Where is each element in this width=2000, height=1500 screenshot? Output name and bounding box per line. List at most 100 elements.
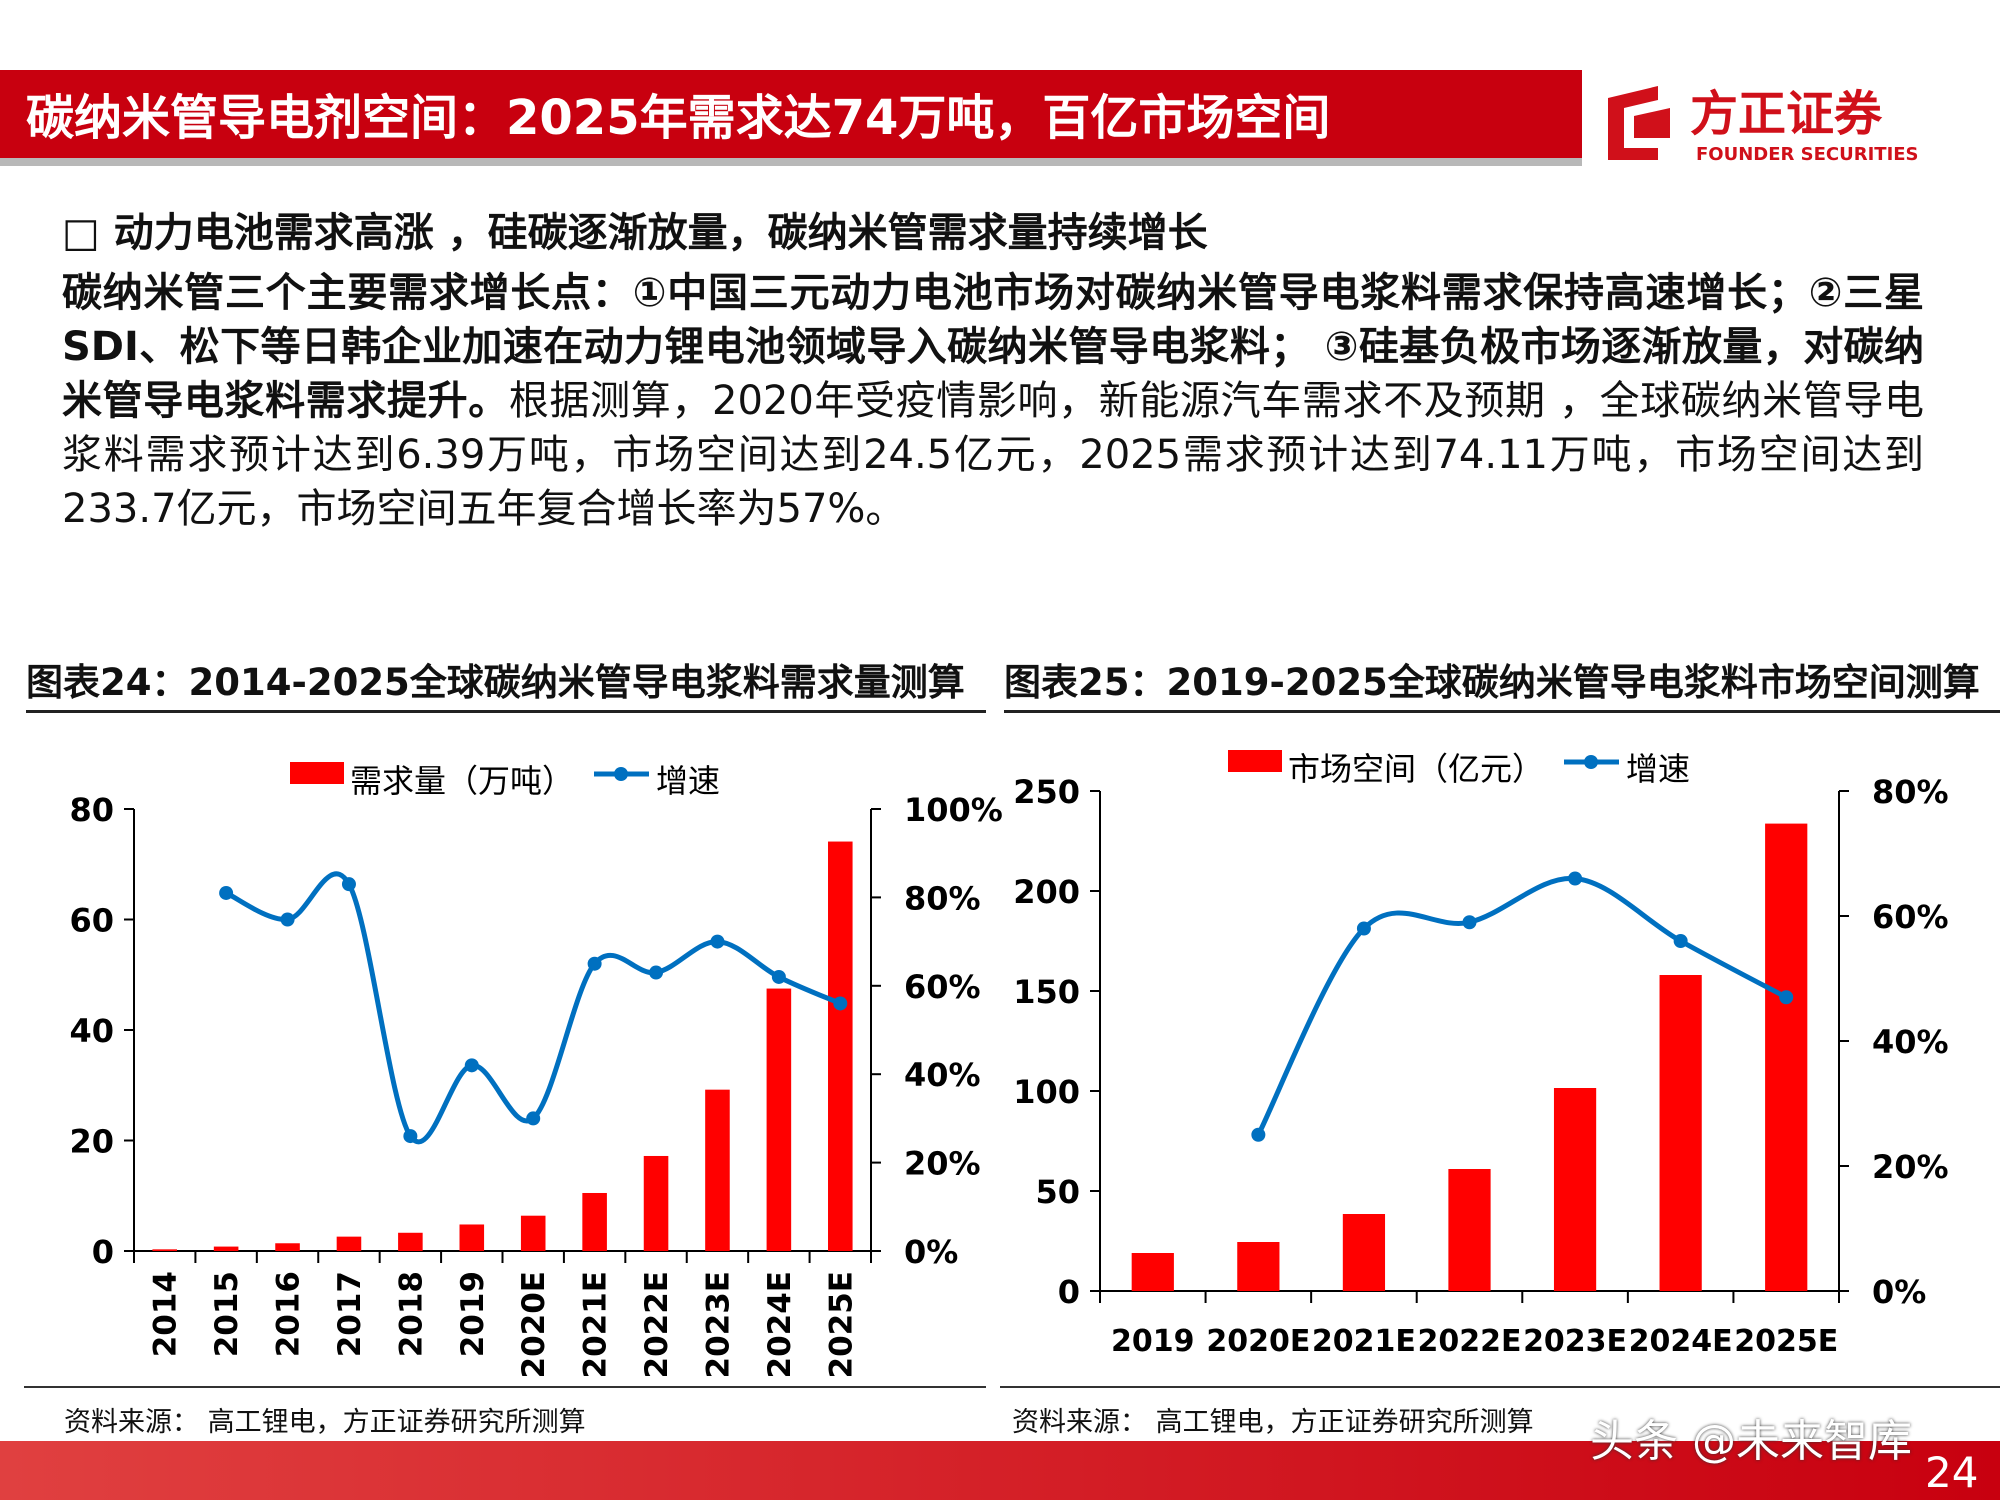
chart24-growth-point [771,969,786,984]
chart24-growth-point [526,1111,541,1126]
chart24-left-tick-label: 40 [69,1012,114,1050]
chart24-bar [766,988,792,1251]
chart25-legend-bar-swatch [1228,750,1282,772]
chart25-legend-bar-label: 市场空间（亿元） [1288,750,1544,788]
chart25-x-label: 2022E [1418,1324,1522,1359]
chart24-x-label: 2019 [455,1271,491,1357]
chart25-right-tick-label: 0% [1872,1273,1926,1311]
page-number: 24 [1925,1448,1979,1497]
chart25-growth-line [1256,875,1788,1136]
chart25-source: 资料来源： 高工锂电，方正证券研究所测算 [1012,1407,1534,1438]
watermark: 头条 @未来智库 [1590,1416,1912,1467]
chart25-bar [1131,1253,1174,1291]
paragraph-normal: 根据测算，2020年受疫情影响，新能源汽车需求不及预期 ，全球碳纳米管导电浆料需… [62,378,1924,532]
chart24-left-tick-label: 60 [69,902,114,940]
chart24-right-tick-label: 40% [904,1056,981,1094]
chart24-growth-line [225,871,842,1145]
chart25-separator [1000,1386,2000,1388]
chart25-growth-point [1251,1127,1266,1142]
chart25-bar [1659,975,1702,1291]
chart25-left-tick-label: 200 [1013,873,1080,911]
chart24-x-label: 2024E [762,1271,798,1378]
chart25-bar [1765,823,1808,1291]
chart24-right-tick-label: 60% [904,968,981,1006]
chart24-growth-point [833,996,848,1011]
chart24-x-label: 2022E [639,1271,675,1378]
chart25-x-label: 2025E [1734,1324,1838,1359]
chart25-x-label: 2021E [1312,1324,1416,1359]
chart25-right-tick-label: 60% [1872,898,1949,936]
chart25-growth-point [1779,990,1794,1005]
chart24-bar [398,1232,423,1251]
header-divider [0,158,1582,166]
chart24-x-label: 2016 [271,1271,307,1357]
chart24-right-tick-label: 100% [904,791,1003,829]
chart24-right-tick-label: 20% [904,1145,981,1183]
chart25-right-tick-label: 20% [1872,1148,1949,1186]
chart24-growth-point [464,1058,479,1073]
chart24-bar [828,841,853,1251]
chart24-bar [643,1155,669,1251]
chart25-legend-line-label: 增速 [1626,750,1690,788]
chart24-title: 图表24：2014-2025全球碳纳米管导电浆料需求量测算 [26,652,986,713]
chart24-x-label: 2018 [393,1271,429,1357]
chart24-legend-line-label: 增速 [656,762,720,800]
chart24-right-tick-label: 80% [904,879,981,917]
chart24-growth-point [341,877,356,892]
chart25-legend-line-marker [1584,755,1598,769]
chart24-legend-line-marker [614,767,628,781]
page-title: 碳纳米管导电剂空间：2025年需求达74万吨，百亿市场空间 [26,90,1331,146]
chart24-bar [336,1236,362,1251]
chart25-x-label: 2020E [1206,1324,1310,1359]
chart24-growth-point [280,912,295,927]
chart25-bar [1237,1242,1280,1291]
chart24-x-label: 2015 [209,1271,245,1357]
chart24-legend-bar-swatch [290,762,344,784]
chart24-growth-point [219,885,234,900]
chart25-left-tick-label: 100 [1013,1073,1080,1111]
header-band [0,70,1582,160]
chart25-growth-point [1673,934,1688,948]
chart25-left-tick-label: 50 [1035,1173,1080,1211]
footer-band [0,1441,2000,1500]
bullet-heading: □ 动力电池需求高涨 ，硅碳逐渐放量，碳纳米管需求量持续增长 [62,210,1208,256]
chart25-right-tick-label: 40% [1872,1023,1949,1061]
chart25-bar [1448,1169,1491,1291]
chart25-bar [1553,1088,1597,1291]
chart25-bar [1342,1214,1386,1291]
chart24-growth-point [649,965,664,980]
chart25-x-label: 2019 [1111,1324,1195,1359]
chart24-left-tick-label: 0 [92,1233,114,1271]
body-paragraph: 碳纳米管三个主要需求增长点：①中国三元动力电池市场对碳纳米管导电浆料需求保持高速… [62,266,1924,536]
chart25-growth-point [1568,871,1583,886]
chart24-separator [24,1386,986,1388]
chart24-growth-point [710,934,725,949]
chart24-growth-point [587,956,602,971]
chart24-x-label: 2020E [516,1271,552,1378]
chart24-bar [152,1249,177,1251]
chart24-x-label: 2021E [578,1271,614,1378]
chart24-x-label: 2017 [332,1271,368,1357]
chart24-bar [459,1224,485,1251]
chart24-source: 资料来源： 高工锂电，方正证券研究所测算 [64,1407,586,1438]
chart25-title: 图表25：2019-2025全球碳纳米管导电浆料市场空间测算 [1004,652,2000,713]
chart24-legend-bar-label: 需求量（万吨） [350,762,574,800]
chart24-bar [275,1243,300,1251]
chart24-left-tick-label: 20 [69,1123,114,1161]
paragraph-bold: 碳纳米管三个主要需求增长点：①中国三元动力电池市场对碳纳米管导电浆料需求保持高速… [62,270,1924,424]
chart25-left-tick-label: 250 [1013,773,1080,811]
chart24-growth-point [403,1129,418,1144]
chart24-x-label: 2023E [700,1271,736,1378]
chart24-bar [705,1089,730,1251]
chart24-left-tick-label: 80 [69,791,114,829]
chart24-bar [213,1246,239,1251]
chart24-x-label: 2025E [823,1271,859,1378]
chart25-x-label: 2023E [1523,1324,1627,1359]
chart24-bar [582,1192,607,1251]
chart25-left-tick-label: 150 [1013,973,1080,1011]
chart24-x-label: 2014 [148,1271,184,1357]
chart25-right-tick-label: 80% [1872,773,1949,811]
chart24-right-tick-label: 0% [904,1233,958,1271]
founder-securities-logo: 方正证券 FOUNDER SECURITIES [1608,86,1919,165]
logo-cn: 方正证券 [1690,86,1883,142]
